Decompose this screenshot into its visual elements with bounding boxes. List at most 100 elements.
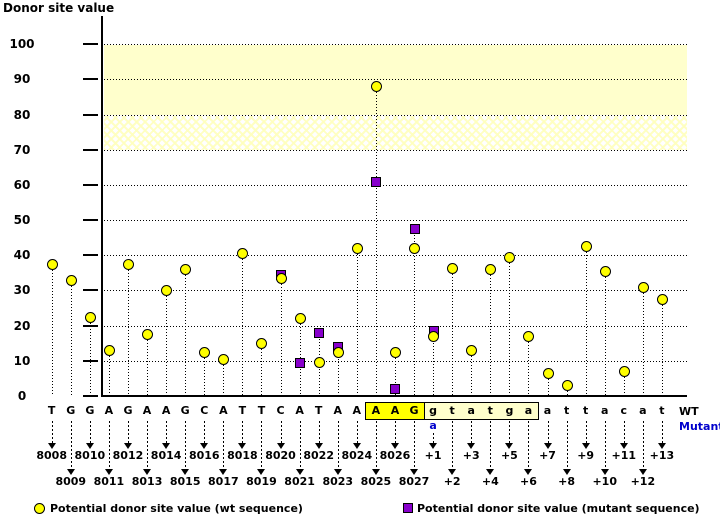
- sequence-base: t: [583, 404, 589, 417]
- stem: [604, 271, 606, 396]
- position-arrow: [127, 421, 129, 443]
- position-arrow-head-icon: [333, 469, 342, 475]
- wt-marker: [237, 248, 249, 260]
- grid-line: [104, 290, 687, 292]
- position-arrow: [356, 421, 358, 443]
- position-arrow: [89, 421, 91, 443]
- wt-marker: [504, 251, 516, 263]
- mutant-base: a: [429, 419, 437, 432]
- sequence-base: A: [352, 404, 362, 417]
- position-arrow: [509, 421, 511, 443]
- y-tick-dash: [83, 254, 98, 257]
- y-tick-dash: [83, 43, 98, 46]
- position-arrow: [642, 421, 644, 469]
- position-label: 8017: [208, 475, 239, 488]
- wt-marker: [389, 346, 401, 358]
- sequence-highlight-divider: [423, 402, 425, 420]
- y-tick-label: 10: [13, 353, 31, 368]
- stem: [166, 290, 168, 396]
- sequence-base: a: [467, 404, 475, 417]
- position-arrow: [528, 421, 530, 469]
- position-arrow: [185, 421, 187, 469]
- y-tick-label: 20: [13, 318, 31, 333]
- y-axis-line: [101, 16, 103, 397]
- sequence-base: A: [333, 404, 342, 417]
- sequence-highlight-bg: [442, 402, 462, 419]
- y-tick-label: 30: [13, 283, 31, 298]
- position-arrow: [433, 433, 435, 443]
- stem: [490, 269, 492, 396]
- sequence-highlight-bg: [366, 402, 386, 419]
- stem: [147, 334, 149, 396]
- wt-marker: [351, 243, 363, 255]
- wt-marker: [599, 266, 611, 278]
- position-arrow-head-icon: [429, 443, 438, 449]
- mutant-legend-square-icon: [403, 503, 413, 513]
- sequence-base: T: [257, 404, 266, 417]
- position-arrow-head-icon: [486, 469, 495, 475]
- grid-line: [104, 79, 687, 81]
- sequence-base: t: [487, 404, 493, 417]
- position-arrow-head-icon: [85, 443, 94, 449]
- position-arrow: [547, 421, 549, 443]
- position-arrow-head-icon: [238, 443, 247, 449]
- wt-marker: [542, 367, 554, 379]
- wt-marker: [256, 338, 268, 350]
- position-label: 8027: [398, 475, 430, 488]
- sequence-base: A: [219, 404, 228, 417]
- grid-line: [104, 255, 687, 257]
- position-arrow: [70, 421, 72, 469]
- position-label: 8023: [322, 475, 354, 488]
- position-arrow-head-icon: [638, 469, 647, 475]
- wt-row-label: WT: [679, 405, 699, 418]
- sequence-base: a: [639, 404, 647, 417]
- stem: [375, 86, 377, 396]
- stem: [394, 351, 396, 396]
- position-arrow: [51, 421, 53, 443]
- position-arrow: [661, 421, 663, 443]
- position-arrow-head-icon: [581, 443, 590, 449]
- y-tick-label: 0: [17, 388, 27, 403]
- position-label: 8013: [131, 475, 163, 488]
- position-label: 8008: [36, 449, 67, 462]
- wt-marker: [313, 357, 325, 369]
- wt-marker: [618, 366, 630, 378]
- position-label: +11: [611, 449, 637, 462]
- position-arrow: [623, 421, 625, 443]
- stem: [642, 286, 644, 396]
- sequence-base: t: [659, 404, 665, 417]
- wt-marker: [485, 264, 497, 276]
- position-label: +12: [630, 475, 656, 488]
- sequence-base: A: [142, 404, 152, 417]
- wt-marker: [409, 243, 421, 255]
- wt-marker: [84, 311, 96, 323]
- position-arrow: [261, 421, 263, 469]
- position-arrow-head-icon: [219, 469, 228, 475]
- position-arrow-head-icon: [66, 469, 75, 475]
- sequence-base: G: [123, 404, 133, 417]
- stem: [127, 263, 129, 396]
- position-label: +5: [500, 449, 518, 462]
- position-arrow: [337, 421, 339, 469]
- grid-line: [104, 220, 687, 222]
- sequence-highlight-bg: [423, 402, 443, 419]
- sequence-base: A: [371, 404, 381, 417]
- sequence-base: a: [524, 404, 533, 417]
- wt-marker: [332, 346, 344, 358]
- position-label: +7: [539, 449, 556, 462]
- stem: [242, 253, 244, 396]
- sequence-highlight-bg: [499, 402, 519, 419]
- y-tick-dash: [83, 219, 98, 222]
- position-arrow: [299, 421, 301, 469]
- position-arrow-head-icon: [600, 469, 609, 475]
- sequence-base: C: [276, 404, 285, 417]
- y-tick-label: 40: [13, 248, 31, 263]
- position-arrow: [394, 421, 396, 443]
- wt-marker: [656, 294, 668, 306]
- wt-marker: [428, 331, 440, 343]
- sequence-base: A: [390, 404, 400, 417]
- position-label: 8022: [303, 449, 334, 462]
- position-arrow-head-icon: [371, 469, 380, 475]
- position-label: 8019: [246, 475, 277, 488]
- wt-marker: [523, 331, 535, 343]
